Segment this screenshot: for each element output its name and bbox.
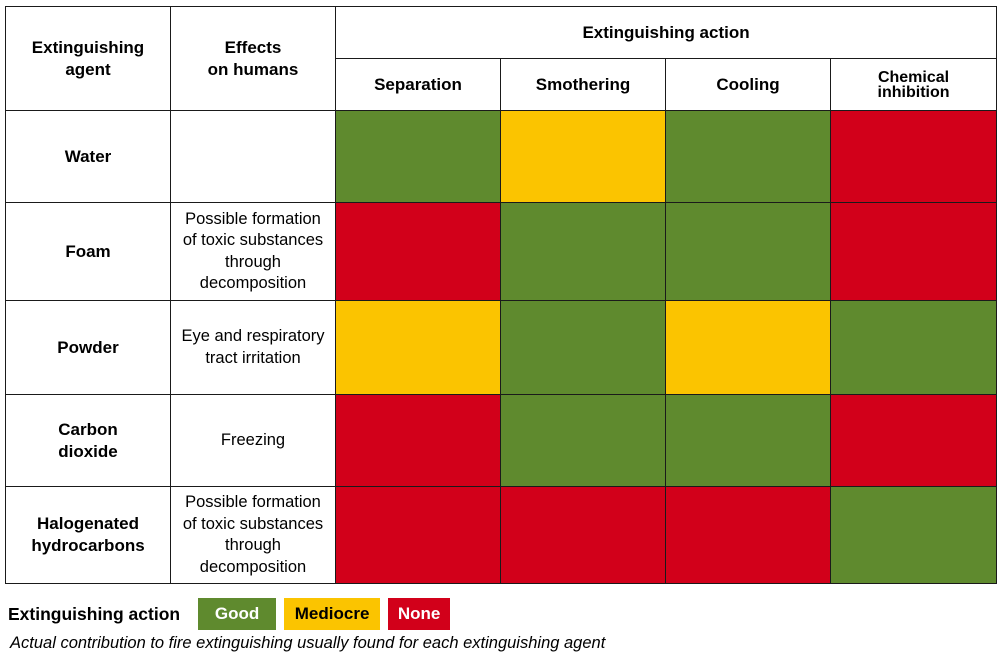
agent-cell: Halogenated hydrocarbons xyxy=(5,486,171,584)
agent-name: Carbon dioxide xyxy=(58,419,118,461)
rating-cell-none xyxy=(335,394,501,487)
effect-cell: Possible formation of toxic substances t… xyxy=(170,202,336,301)
table-row: Water xyxy=(5,110,998,203)
legend: Extinguishing action Good Mediocre None xyxy=(8,598,458,630)
effect-cell: Freezing xyxy=(170,394,336,487)
agent-name: Powder xyxy=(57,337,119,357)
column-header-label: Smothering xyxy=(535,74,631,94)
action-header-label: Extinguishing action xyxy=(582,22,750,42)
agent-name: Halogenated hydrocarbons xyxy=(31,514,145,555)
column-header-cooling: Cooling xyxy=(665,58,831,111)
effect-cell xyxy=(170,110,336,203)
rating-cell-none xyxy=(500,486,666,584)
column-header-label: Separation xyxy=(374,74,462,94)
rating-cell-none xyxy=(829,394,998,487)
rating-cell-good xyxy=(665,110,831,203)
effects-header-label: Effects on humans xyxy=(207,37,299,79)
agent-cell: Water xyxy=(5,110,171,203)
legend-title: Extinguishing action xyxy=(8,603,181,624)
effects-header: Effects on humans xyxy=(170,6,336,111)
rating-cell-good xyxy=(335,110,501,203)
effect-cell: Possible formation of toxic substances t… xyxy=(170,486,336,584)
agent-name: Water xyxy=(64,146,112,166)
rating-cell-none xyxy=(829,110,998,203)
rating-cell-mediocre xyxy=(665,300,831,395)
table-row: Halogenated hydrocarbons Possible format… xyxy=(5,486,998,584)
rating-cell-none xyxy=(665,486,831,584)
effect-text: Possible formation of toxic substances t… xyxy=(182,493,324,576)
column-header-chemical-inhibition: Chemical inhibition xyxy=(829,58,998,111)
table-row: Carbon dioxide Freezing xyxy=(5,394,998,487)
extinguishing-table: Extinguishing agent Effects on humans Ex… xyxy=(5,6,998,584)
rating-cell-mediocre xyxy=(335,300,501,395)
rating-cell-good xyxy=(500,300,666,395)
action-header: Extinguishing action xyxy=(334,6,998,59)
rating-cell-good xyxy=(829,486,998,584)
effect-text: Possible formation of toxic substances t… xyxy=(182,209,324,293)
table-row: Powder Eye and respiratory tract irritat… xyxy=(5,300,998,395)
rating-cell-good xyxy=(665,202,831,301)
agent-cell: Foam xyxy=(5,202,171,301)
legend-mediocre-swatch: Mediocre xyxy=(284,598,381,630)
agent-header-label: Extinguishing agent xyxy=(31,37,145,79)
rating-cell-good xyxy=(500,394,666,487)
rating-cell-good xyxy=(829,300,998,395)
column-header-separation: Separation xyxy=(335,58,501,111)
rating-cell-none xyxy=(335,486,501,584)
effect-text: Eye and respiratory tract irritation xyxy=(181,327,325,367)
legend-good-swatch: Good xyxy=(198,598,277,630)
agent-cell: Carbon dioxide xyxy=(5,394,171,487)
caption: Actual contribution to fire extinguishin… xyxy=(10,634,606,652)
agent-cell: Powder xyxy=(5,300,171,395)
column-header-label: Chemical inhibition xyxy=(877,68,950,101)
rating-cell-good xyxy=(665,394,831,487)
table-row: Foam Possible formation of toxic substan… xyxy=(5,202,998,301)
rating-cell-good xyxy=(500,202,666,301)
agent-name: Foam xyxy=(65,241,111,261)
effect-cell: Eye and respiratory tract irritation xyxy=(170,300,336,395)
rating-cell-none xyxy=(829,202,998,301)
rating-cell-none xyxy=(335,202,501,301)
column-header-label: Cooling xyxy=(716,74,780,94)
legend-none-swatch: None xyxy=(388,598,451,630)
column-header-smothering: Smothering xyxy=(500,58,666,111)
agent-header: Extinguishing agent xyxy=(5,6,171,111)
effect-text: Freezing xyxy=(220,430,286,449)
rating-cell-mediocre xyxy=(500,110,666,203)
